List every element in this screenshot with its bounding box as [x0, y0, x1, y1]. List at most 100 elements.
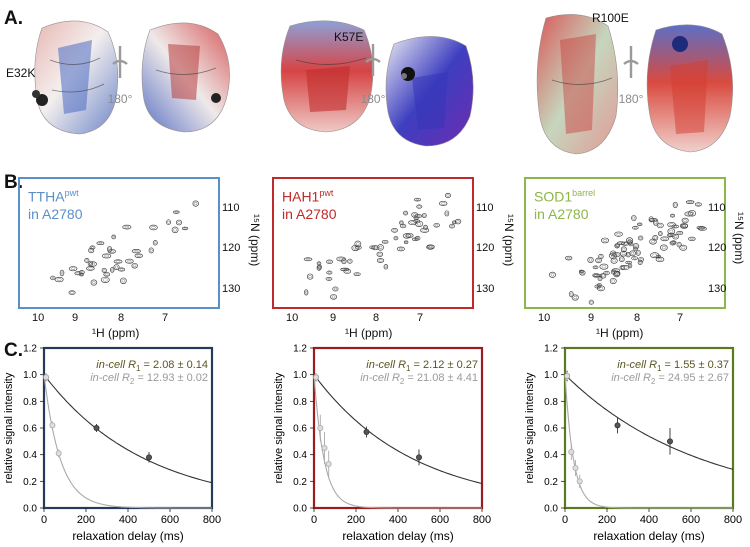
nmr-peak	[166, 219, 171, 226]
relaxation-chart-1: 0 200 400 600 800 0.0 0.2 0.4 0.6 0.8 1.0 1.2 relaxa…	[3, 344, 221, 544]
y-axis-label: relative signal intensity	[3, 372, 15, 483]
nmr-peak	[330, 294, 338, 300]
data-point	[667, 438, 674, 445]
nmr-peak	[637, 222, 643, 226]
nmr-peak	[403, 240, 409, 244]
sod1-structure-back	[646, 24, 733, 153]
x-tick: 7	[677, 312, 684, 324]
ttha-structure-front	[32, 20, 119, 135]
x-tick-label: 0	[562, 514, 568, 526]
nmr-peak	[631, 215, 637, 222]
nmr-peak	[611, 268, 620, 273]
nmr-peak	[680, 223, 689, 228]
data-point	[145, 454, 152, 461]
x-tick-label: 800	[203, 514, 221, 526]
nmr-peak	[102, 253, 112, 259]
y-tick-label: 0.6	[23, 424, 37, 435]
nmr-peak	[414, 236, 421, 241]
nmr-peak	[653, 219, 659, 226]
nmr-peak	[679, 244, 688, 251]
x-axis-label: ¹H (ppm)	[345, 326, 393, 340]
nmr-peak	[376, 251, 384, 257]
x-tick: 7	[162, 312, 169, 324]
nmr-peaks	[50, 200, 199, 295]
nmr-peak	[658, 231, 663, 236]
x-tick: 9	[588, 312, 595, 324]
nmr-peak	[601, 237, 609, 244]
y-axis-label: relative signal intensity	[273, 372, 285, 483]
nmr-peak	[405, 233, 414, 238]
nmr-peak	[325, 277, 333, 281]
nmr-peak	[697, 226, 707, 231]
x-tick: 10	[538, 312, 551, 324]
nmr-peak	[600, 273, 607, 279]
rotation-label: 180°	[618, 92, 644, 106]
data-point	[564, 373, 571, 380]
nmr-peak	[391, 227, 398, 233]
nmr-peak	[587, 256, 594, 264]
nmr-peak	[599, 263, 609, 270]
y-tick-label: 0.4	[544, 450, 558, 461]
rotation-label: 180°	[107, 92, 133, 106]
nmr-peak	[304, 289, 309, 296]
rotate-icon	[365, 44, 381, 76]
nmr-peak	[376, 258, 385, 263]
nmr-peak	[86, 266, 95, 271]
rotate-icon	[112, 46, 128, 78]
x-tick: 7	[417, 312, 424, 324]
hah1-structure-back	[385, 36, 474, 147]
nmr-peak	[107, 246, 112, 253]
nmr-peak	[625, 260, 632, 265]
nmr-peak	[103, 272, 111, 277]
nmr-peak	[619, 250, 628, 257]
nmr-peak	[420, 227, 430, 233]
data-point	[576, 478, 583, 485]
nmr-peak	[669, 240, 677, 246]
nmr-peak	[134, 253, 144, 258]
nmr-peak	[685, 200, 695, 205]
y-tick-label: 1.2	[23, 344, 37, 355]
nmr-peak	[355, 245, 362, 250]
nmr-peak	[303, 257, 313, 262]
nmr-peak	[421, 213, 427, 219]
nmr-peak	[148, 247, 154, 254]
data-point	[313, 374, 320, 381]
data-point	[415, 454, 422, 461]
panel-label-a: A.	[4, 8, 23, 29]
x-tick: 9	[330, 312, 337, 324]
spectrum-label: SOD1barrel in A2780	[534, 188, 596, 222]
rate-annotation: in-cell R2 = 21.08 ± 4.41	[360, 372, 478, 386]
nmr-peak	[79, 272, 84, 277]
relaxation-charts: 0 200 400 600 800 0.0 0.2 0.4 0.6 0.8 1.0 1.2 relaxa…	[3, 344, 742, 544]
x-tick: 8	[118, 312, 125, 324]
nmr-peak	[96, 241, 105, 245]
nmr-peak	[614, 231, 623, 237]
nmr-peak	[131, 249, 141, 254]
nmr-peak	[444, 192, 451, 198]
panel-label-c: C.	[4, 340, 23, 361]
y-tick-label: 1.2	[293, 344, 307, 355]
nmr-peak	[676, 241, 682, 248]
nmr-peak	[610, 257, 618, 264]
nmr-peak	[438, 200, 448, 206]
nmr-peak	[110, 267, 115, 273]
nmr-peak	[648, 216, 654, 223]
nmr-peak	[613, 271, 620, 278]
nmr-peak	[598, 253, 604, 260]
nmr-peak	[383, 264, 389, 270]
nmr-peak	[660, 236, 670, 242]
nmr-peak	[448, 224, 455, 229]
rate-annotation: in-cell R2 = 24.95 ± 2.67	[611, 372, 729, 386]
nmr-peak	[403, 210, 409, 216]
nmr-peak	[671, 224, 680, 229]
nmr-spectrum-ttha: TTHApwt in A2780	[18, 177, 220, 309]
x-tick-label: 800	[473, 514, 491, 526]
nmr-peak	[660, 244, 668, 251]
nmr-peak	[592, 273, 600, 278]
nmr-peak	[131, 262, 138, 269]
nmr-peak	[415, 220, 424, 227]
nmr-peak	[579, 270, 586, 276]
nmr-peak	[399, 220, 404, 226]
rotate-icon	[623, 46, 639, 78]
mutation-label-k57e: K57E	[334, 30, 364, 44]
